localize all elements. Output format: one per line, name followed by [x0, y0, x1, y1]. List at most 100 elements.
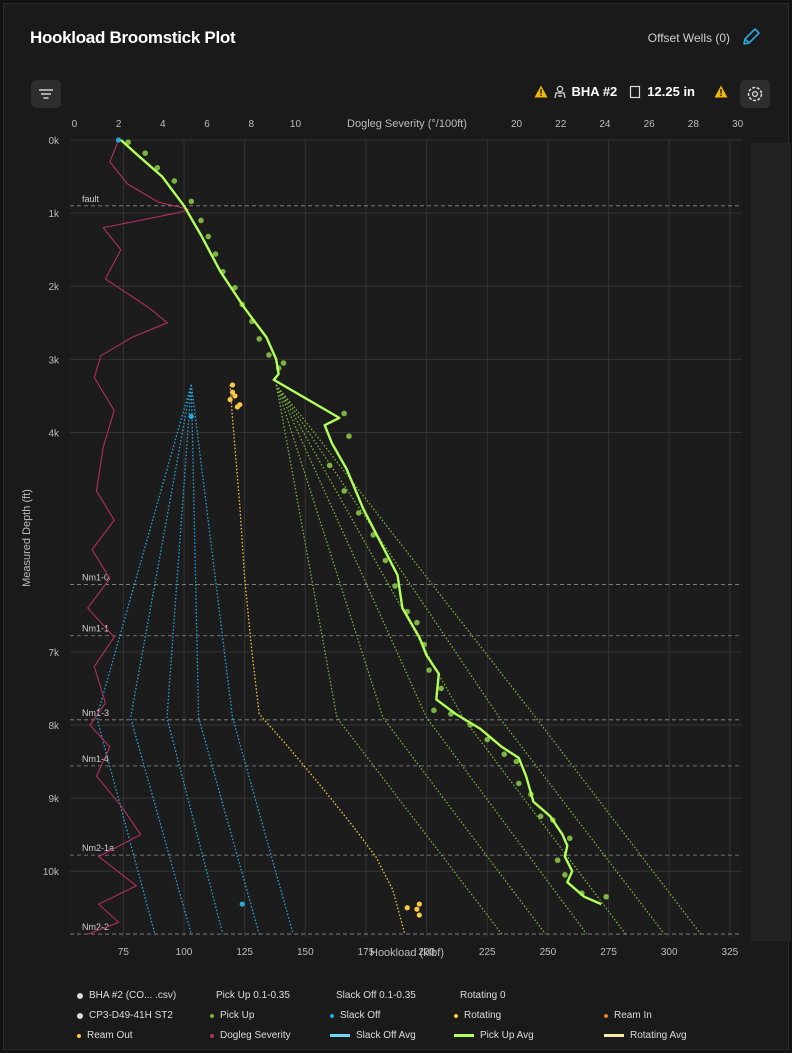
- slackoff-point: [239, 901, 245, 907]
- x2-tick-label: 10: [290, 119, 302, 130]
- formation-markers: fault Nm1-0 Nm1-1 Nm1-3 Nm1-4 Nm2-1a Nm2-2: [70, 194, 742, 935]
- pickup-point: [341, 488, 347, 494]
- y-tick-label: 7k: [48, 648, 60, 659]
- pickup-point: [205, 233, 212, 240]
- filter-button[interactable]: [31, 80, 61, 108]
- x2-tick-label: 24: [599, 119, 611, 130]
- pickup-model-curve: [275, 384, 627, 935]
- legend-label: Rotating: [464, 1010, 502, 1021]
- pickup-point: [501, 751, 508, 758]
- pickup-point: [125, 139, 132, 145]
- pickup-point: [414, 619, 420, 626]
- pickup-point: [431, 707, 437, 714]
- y-tick-label: 2k: [48, 282, 60, 293]
- legend-label: Pick Up 0.1-0.35: [216, 990, 290, 1001]
- x-tick-label: 250: [540, 947, 557, 958]
- bha-icon: [553, 85, 566, 98]
- legend-label: Slack Off Avg: [356, 1030, 416, 1041]
- slackoff-model-curve: [190, 384, 260, 935]
- y-tick-label: 3k: [48, 355, 60, 366]
- offset-wells-link[interactable]: Offset Wells (0): [647, 31, 730, 45]
- pickup-model-curve: [275, 384, 665, 935]
- legend-swatch: [77, 992, 83, 999]
- pickup-point: [537, 813, 544, 820]
- legend-swatch: [604, 1034, 624, 1037]
- legend-label: Ream Out: [87, 1030, 133, 1041]
- pickup-point: [438, 685, 444, 692]
- formation-label: Nm1-4: [82, 754, 109, 764]
- pickup-point: [232, 284, 238, 291]
- x2-tick-label: 4: [160, 119, 166, 130]
- legend-label: Slack Off: [340, 1010, 381, 1021]
- legend-label: CP3-D49-41H ST2: [89, 1010, 173, 1021]
- x2-tick-label: 2: [116, 119, 122, 130]
- pickup-point: [513, 758, 520, 765]
- legend-item[interactable]: Pick Up 0.1-0.35: [210, 990, 290, 1001]
- rotating-point: [416, 912, 422, 918]
- pickup-point: [341, 410, 347, 417]
- formation-label: Nm1-3: [82, 708, 109, 718]
- warning-icon: [534, 85, 548, 98]
- pickup-point: [355, 510, 362, 516]
- warning-icon: [714, 85, 728, 98]
- formation-label: Nm1-1: [82, 624, 109, 634]
- pickup-point: [212, 251, 219, 257]
- legend-item[interactable]: Slack Off 0.1-0.35: [330, 990, 416, 1001]
- legend-item[interactable]: Rotating: [454, 1010, 501, 1021]
- settings-button[interactable]: [740, 80, 770, 108]
- legend-swatch: [604, 1013, 608, 1018]
- x-tick-label: 150: [297, 947, 314, 958]
- y-tick-label: 8k: [48, 721, 60, 732]
- x-tick-label: 75: [118, 947, 130, 958]
- pickup-model-curve: [275, 384, 503, 935]
- y-tick-label: 0k: [48, 136, 60, 147]
- x-axis-title: Hookload (klbf): [370, 947, 444, 959]
- pickup-point: [346, 433, 352, 439]
- x2-tick-label: 0: [72, 119, 78, 130]
- rotating-model-curve: [229, 384, 406, 935]
- legend-swatch: [330, 1013, 334, 1018]
- legend-item[interactable]: Ream Out: [77, 1030, 133, 1041]
- legend: BHA #2 (CO... .csv) Pick Up 0.1-0.35 Slack…: [77, 990, 777, 1050]
- x-tick-label: 275: [600, 947, 617, 958]
- legend-item[interactable]: Ream In: [604, 1010, 652, 1021]
- legend-item[interactable]: CP3-D49-41H ST2: [77, 1010, 173, 1021]
- dogleg-severity-trace: [86, 139, 190, 935]
- pickup-point: [171, 178, 178, 184]
- filter-icon: [39, 89, 53, 99]
- x2-tick-label: 6: [204, 119, 210, 130]
- gear-icon: [747, 86, 763, 102]
- legend-swatch: [454, 1034, 474, 1037]
- legend-item[interactable]: Dogleg Severity: [210, 1030, 291, 1041]
- pickup-point: [603, 893, 609, 900]
- legend-item[interactable]: Rotating 0: [454, 990, 506, 1001]
- legend-item[interactable]: Slack Off: [330, 1010, 380, 1021]
- legend-item[interactable]: Pick Up Avg: [454, 1030, 534, 1041]
- legend-label: BHA #2 (CO... .csv): [89, 990, 177, 1001]
- legend-label: Dogleg Severity: [220, 1030, 291, 1041]
- legend-item[interactable]: Slack Off Avg: [330, 1030, 416, 1041]
- x-tick-label: 175: [358, 947, 375, 958]
- legend-item[interactable]: Rotating Avg: [604, 1030, 687, 1041]
- legend-swatch: [330, 1034, 350, 1037]
- bha-label[interactable]: BHA #2: [571, 84, 618, 99]
- y-axis-title: Measured Depth (ft): [21, 489, 33, 587]
- slackoff-point: [188, 413, 194, 419]
- pickup-point: [198, 217, 204, 224]
- legend-label: Pick Up Avg: [480, 1030, 534, 1041]
- pickup-point: [280, 360, 287, 366]
- side-scroll-panel[interactable]: [751, 143, 791, 941]
- formation-label: Nm1-0: [82, 573, 109, 583]
- legend-item[interactable]: Pick Up: [210, 1010, 254, 1021]
- pickup-point: [188, 198, 195, 205]
- rotating-point: [416, 901, 422, 907]
- rotating-point: [237, 402, 243, 408]
- legend-item[interactable]: BHA #2 (CO... .csv): [77, 990, 176, 1001]
- bit-icon: [630, 85, 641, 98]
- x2-tick-label: 28: [688, 119, 700, 130]
- x-tick-label: 100: [176, 947, 193, 958]
- pencil-icon[interactable]: [740, 26, 762, 48]
- pickup-point: [266, 352, 272, 358]
- rotating-point: [232, 393, 238, 399]
- slackoff-model-curve: [166, 384, 224, 935]
